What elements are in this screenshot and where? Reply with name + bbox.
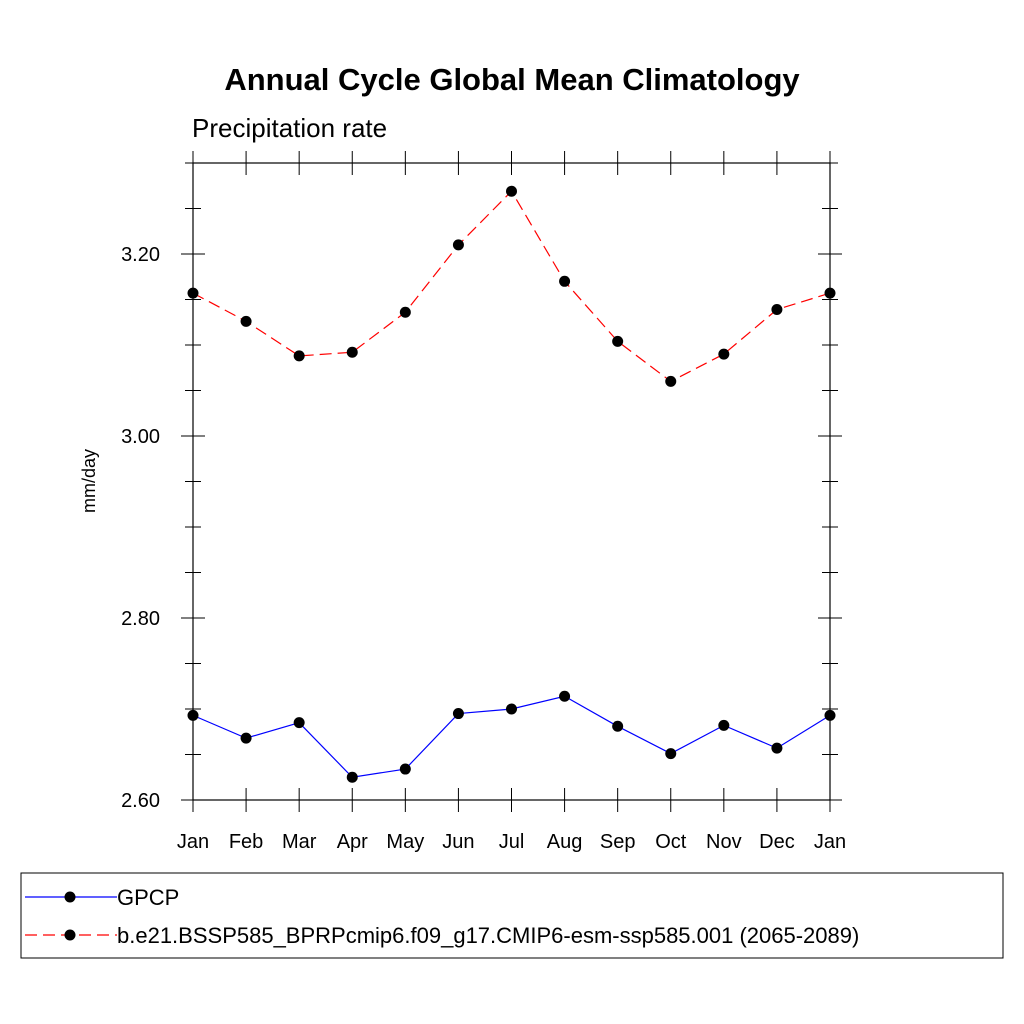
legend: GPCP b.e21.BSSP585_BPRPcmip6.f09_g17.CMIP… xyxy=(20,872,1004,959)
x-tick-labels: Jan Feb Mar Apr May Jun Jul Aug Sep Oct Nov Dec Jan xyxy=(177,831,846,853)
data-point xyxy=(718,348,730,360)
y-tick-label: 2.80 xyxy=(121,608,160,630)
x-tick-label: Oct xyxy=(655,831,687,853)
chart-title: Annual Cycle Global Mean Climatology xyxy=(224,62,800,97)
data-point xyxy=(399,763,411,775)
data-point xyxy=(187,287,199,299)
data-point xyxy=(506,185,517,197)
x-tick-label: Nov xyxy=(706,831,742,853)
x-tick-label: Jun xyxy=(442,831,474,853)
y-axis-label: mm/day xyxy=(79,449,99,513)
data-point xyxy=(452,239,464,251)
data-point xyxy=(771,304,783,316)
x-tick-label: Jan xyxy=(814,831,846,853)
data-point xyxy=(559,690,571,702)
axis-ticks xyxy=(181,151,842,812)
data-point xyxy=(452,708,464,720)
legend-label-1: b.e21.BSSP585_BPRPcmip6.f09_g17.CMIP6-es… xyxy=(117,923,859,948)
y-tick-labels: 2.60 2.80 3.00 3.20 xyxy=(121,244,160,812)
data-point xyxy=(187,709,199,721)
series-layer xyxy=(187,185,836,783)
x-tick-label: Sep xyxy=(600,831,636,853)
data-point xyxy=(240,732,252,744)
data-point xyxy=(612,335,624,347)
data-point xyxy=(346,346,358,358)
legend-box xyxy=(20,872,1004,959)
data-point xyxy=(771,742,783,754)
data-point xyxy=(240,315,252,327)
y-tick-label: 3.00 xyxy=(121,426,160,448)
series-line-1 xyxy=(192,190,831,383)
x-tick-label: May xyxy=(386,831,424,853)
data-point xyxy=(293,350,305,362)
x-tick-label: Dec xyxy=(759,831,795,853)
data-point xyxy=(824,287,836,299)
data-point xyxy=(293,717,305,729)
data-point xyxy=(399,306,411,318)
data-point xyxy=(718,719,730,731)
data-point xyxy=(665,748,677,760)
x-tick-label: Aug xyxy=(547,831,583,853)
y-tick-label: 2.60 xyxy=(121,790,160,812)
x-tick-label: Feb xyxy=(229,831,263,853)
legend-marker-0 xyxy=(64,891,76,903)
x-tick-label: Mar xyxy=(282,831,317,853)
data-point xyxy=(665,375,677,387)
legend-marker-1 xyxy=(64,929,76,941)
x-tick-label: Jan xyxy=(177,831,209,853)
data-point xyxy=(612,720,624,732)
chart-subtitle: Precipitation rate xyxy=(192,113,387,143)
data-point xyxy=(346,771,358,783)
data-point xyxy=(506,703,517,715)
x-tick-label: Apr xyxy=(337,831,368,853)
legend-entries: GPCP b.e21.BSSP585_BPRPcmip6.f09_g17.CMIP… xyxy=(25,885,859,948)
x-tick-label: Jul xyxy=(499,831,525,853)
data-point xyxy=(824,709,836,721)
data-point xyxy=(559,275,571,287)
y-tick-label: 3.20 xyxy=(121,244,160,266)
legend-label-0: GPCP xyxy=(117,885,179,910)
